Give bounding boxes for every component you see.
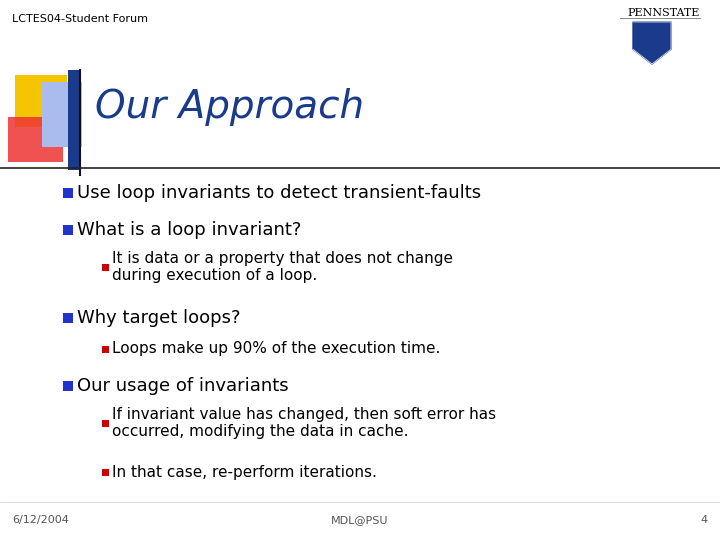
Bar (15, 75, 67, 127)
Text: Use loop invariants to detect transient-faults: Use loop invariants to detect transient-… (77, 184, 481, 202)
Bar (42, 82, 82, 147)
Text: It is data or a property that does not change
during execution of a loop.: It is data or a property that does not c… (112, 251, 454, 283)
Text: If invariant value has changed, then soft error has
occurred, modifying the data: If invariant value has changed, then sof… (112, 407, 497, 439)
Bar (102, 469, 109, 476)
Bar (63, 225, 73, 235)
Text: 4: 4 (701, 515, 708, 525)
Text: Our usage of invariants: Our usage of invariants (77, 377, 289, 395)
Text: Why target loops?: Why target loops? (77, 309, 240, 327)
Bar (63, 381, 73, 391)
Text: In that case, re-perform iterations.: In that case, re-perform iterations. (112, 464, 377, 480)
Text: What is a loop invariant?: What is a loop invariant? (77, 221, 302, 239)
Text: MDL@PSU: MDL@PSU (331, 515, 389, 525)
Bar (102, 420, 109, 427)
Bar (68, 70, 80, 170)
Text: Our Approach: Our Approach (95, 88, 364, 126)
Text: LCTES04-Student Forum: LCTES04-Student Forum (12, 14, 148, 24)
Bar (63, 313, 73, 323)
Text: PENNSTATE: PENNSTATE (628, 8, 700, 18)
Text: 6/12/2004: 6/12/2004 (12, 515, 69, 525)
Bar (63, 188, 73, 198)
Text: Loops make up 90% of the execution time.: Loops make up 90% of the execution time. (112, 341, 441, 356)
Bar (102, 346, 109, 353)
Bar (102, 264, 109, 271)
Bar (8, 117, 63, 162)
Polygon shape (633, 22, 671, 64)
